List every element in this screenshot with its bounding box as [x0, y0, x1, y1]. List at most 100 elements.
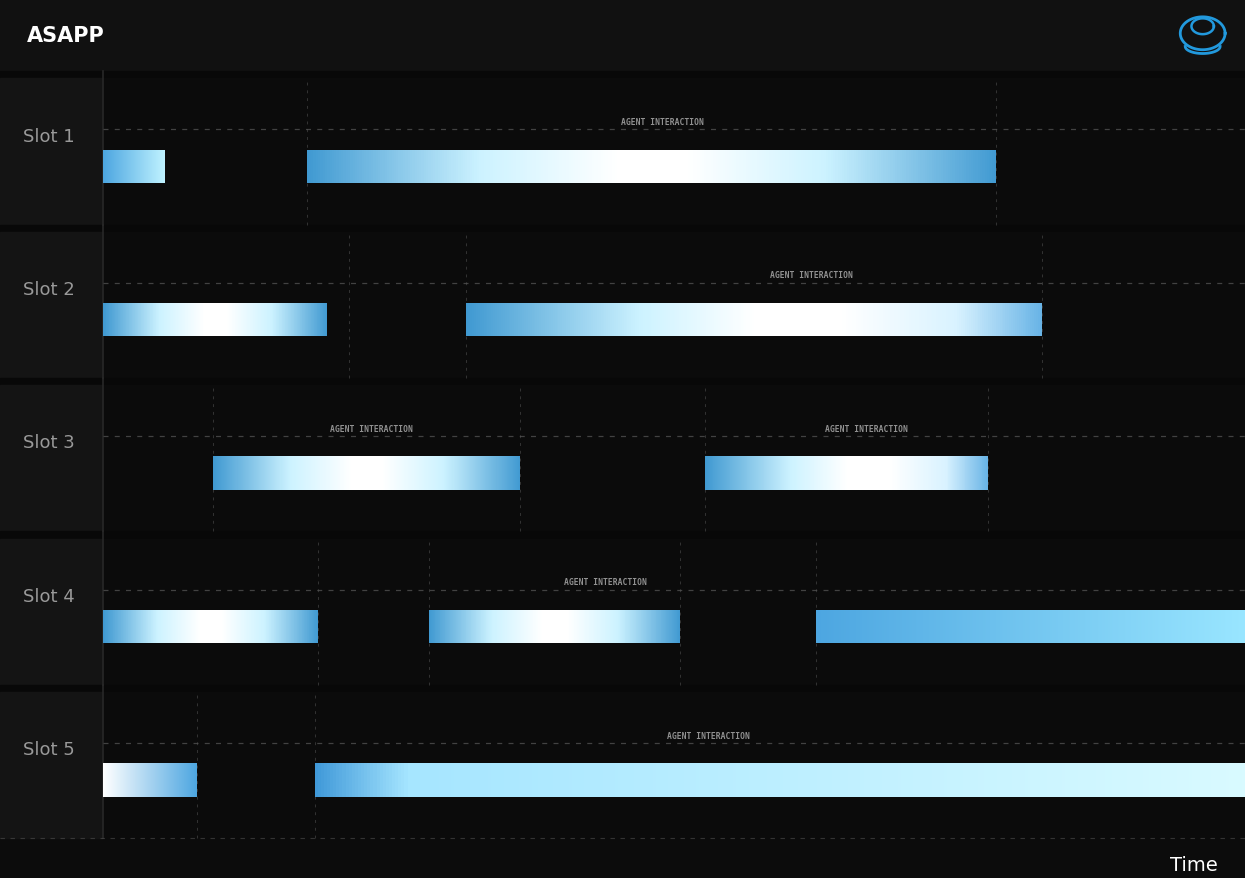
Bar	[1186, 764, 1189, 797]
Bar	[1122, 610, 1123, 644]
Bar	[569, 764, 571, 797]
Bar	[802, 764, 804, 797]
Bar	[447, 150, 449, 184]
Bar	[833, 150, 835, 184]
Bar	[1041, 764, 1043, 797]
Bar	[693, 764, 696, 797]
Bar	[884, 304, 886, 337]
Bar	[1165, 610, 1167, 644]
Bar	[390, 150, 392, 184]
Bar	[1206, 610, 1208, 644]
Bar	[910, 764, 913, 797]
Bar	[1215, 610, 1216, 644]
Bar	[736, 150, 738, 184]
Bar	[942, 304, 944, 337]
Bar	[980, 304, 982, 337]
Bar	[720, 304, 722, 337]
Bar	[1219, 610, 1220, 644]
Bar	[1133, 610, 1135, 644]
Bar	[998, 610, 1000, 644]
Bar	[436, 764, 438, 797]
Bar	[822, 304, 823, 337]
Bar	[898, 150, 900, 184]
Bar	[692, 150, 695, 184]
Bar	[543, 304, 545, 337]
Bar	[1243, 610, 1244, 644]
Bar	[1178, 610, 1179, 644]
Bar	[444, 764, 448, 797]
Bar	[654, 150, 656, 184]
Bar	[371, 150, 374, 184]
Bar	[979, 304, 980, 337]
Bar	[853, 610, 854, 644]
Bar	[578, 150, 580, 184]
Bar	[365, 764, 367, 797]
Bar	[1172, 610, 1174, 644]
Bar	[605, 304, 606, 337]
Bar	[591, 150, 594, 184]
Bar	[320, 150, 322, 184]
Bar	[639, 304, 641, 337]
Bar	[894, 304, 896, 337]
Bar	[1179, 610, 1180, 644]
Bar	[746, 150, 748, 184]
Bar	[538, 304, 539, 337]
Bar	[713, 150, 716, 184]
Bar	[852, 150, 854, 184]
Bar	[904, 610, 906, 644]
Bar	[667, 304, 670, 337]
Bar	[581, 304, 584, 337]
Bar	[523, 150, 525, 184]
Bar	[865, 610, 868, 644]
Bar	[547, 304, 549, 337]
Bar	[717, 764, 721, 797]
Bar	[575, 764, 578, 797]
Bar	[1193, 764, 1195, 797]
Bar	[1053, 610, 1055, 644]
Bar	[417, 150, 420, 184]
Bar	[476, 304, 478, 337]
Bar	[808, 304, 809, 337]
Bar	[613, 764, 615, 797]
Bar	[662, 304, 664, 337]
Bar	[727, 764, 730, 797]
Bar	[1088, 610, 1089, 644]
Bar	[619, 150, 621, 184]
Bar	[497, 150, 499, 184]
Bar	[969, 764, 972, 797]
Bar	[971, 150, 974, 184]
Bar	[908, 304, 909, 337]
Bar	[529, 304, 532, 337]
Bar	[830, 150, 833, 184]
Bar	[920, 150, 923, 184]
Bar	[1123, 610, 1124, 644]
Bar	[976, 610, 977, 644]
Bar	[787, 150, 789, 184]
Bar	[454, 764, 457, 797]
Bar	[687, 304, 688, 337]
Bar	[915, 610, 916, 644]
Bar	[794, 150, 796, 184]
Bar	[735, 150, 736, 184]
Bar	[1174, 610, 1175, 644]
Bar	[717, 304, 720, 337]
Bar	[684, 304, 685, 337]
Bar	[1198, 610, 1199, 644]
Bar	[1114, 610, 1117, 644]
Bar	[754, 764, 758, 797]
Bar	[529, 150, 532, 184]
Bar	[829, 764, 833, 797]
Bar	[893, 610, 894, 644]
Bar	[314, 150, 316, 184]
Bar	[1012, 764, 1016, 797]
Bar	[784, 304, 787, 337]
Bar	[0, 692, 1245, 838]
Bar	[961, 610, 964, 644]
Bar	[482, 304, 483, 337]
Bar	[539, 304, 542, 337]
Bar	[758, 304, 759, 337]
Bar	[1224, 764, 1226, 797]
Bar	[944, 304, 946, 337]
Bar	[966, 610, 967, 644]
Bar	[1081, 610, 1082, 644]
